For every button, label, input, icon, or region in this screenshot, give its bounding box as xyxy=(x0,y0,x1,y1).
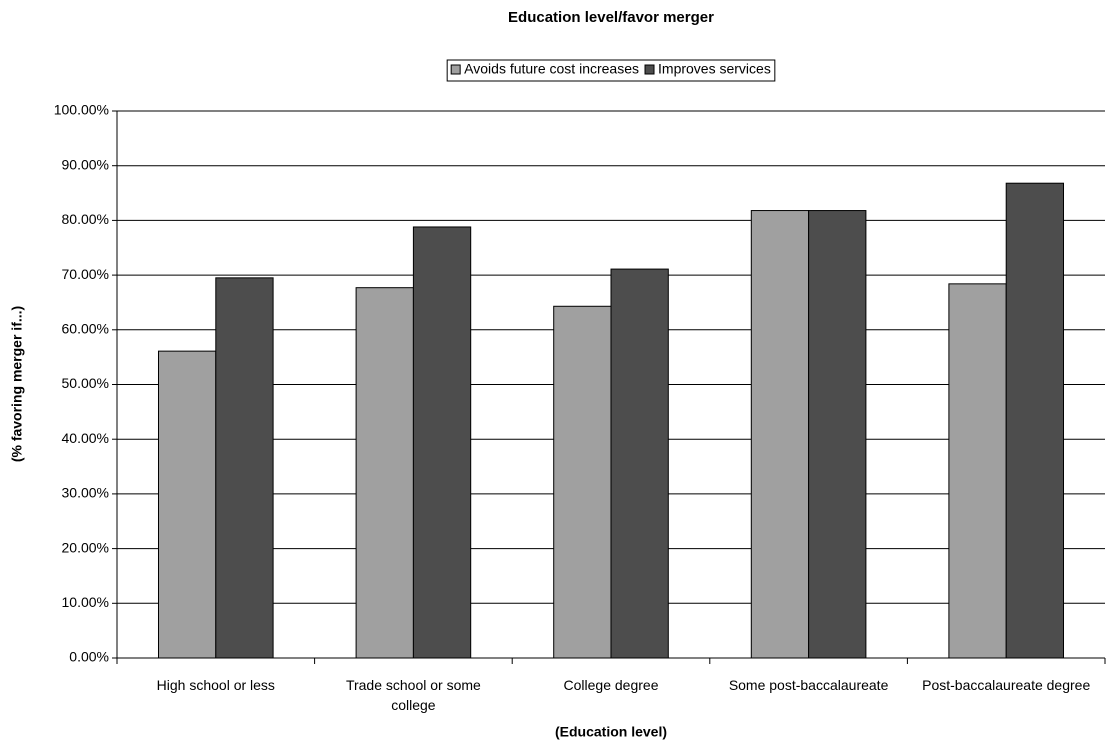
y-tick-label: 50.00% xyxy=(62,375,109,391)
y-tick-label: 20.00% xyxy=(62,539,109,555)
bar xyxy=(355,287,414,659)
y-tick-label: 30.00% xyxy=(62,485,109,501)
bar xyxy=(948,283,1007,659)
bar xyxy=(215,277,274,659)
bar xyxy=(808,210,867,659)
legend-label: Avoids future cost increases xyxy=(464,61,639,77)
chart-title: Education level/favor merger xyxy=(508,9,714,26)
bar xyxy=(610,268,669,659)
legend-label: Improves services xyxy=(658,61,771,77)
bar xyxy=(1005,182,1065,659)
legend-swatch xyxy=(450,64,461,75)
x-tick-label: Post-baccalaureate degree xyxy=(922,677,1091,693)
y-tick-label: 70.00% xyxy=(62,266,109,282)
x-tick-label: High school or less xyxy=(156,677,275,693)
x-tick-label: Trade school or some college xyxy=(345,677,481,713)
y-tick-label: 100.00% xyxy=(54,102,109,118)
y-tick-label: 10.00% xyxy=(62,594,109,610)
x-tick-label: College degree xyxy=(563,677,659,693)
bar xyxy=(412,226,472,659)
y-axis-title: (% favoring merger if...) xyxy=(9,306,25,462)
x-tick-label: Some post-baccalaureate xyxy=(728,677,889,693)
legend-box xyxy=(446,59,776,82)
y-tick-label: 40.00% xyxy=(62,430,109,446)
x-axis-title: (Education level) xyxy=(555,724,667,740)
bar xyxy=(750,210,810,659)
y-tick-label: 90.00% xyxy=(62,156,109,172)
y-tick-label: 80.00% xyxy=(62,211,109,227)
y-tick-label: 60.00% xyxy=(62,321,109,337)
bar xyxy=(157,350,217,659)
bar xyxy=(553,305,612,659)
legend-swatch xyxy=(644,64,655,75)
y-tick-label: 0.00% xyxy=(69,649,109,665)
